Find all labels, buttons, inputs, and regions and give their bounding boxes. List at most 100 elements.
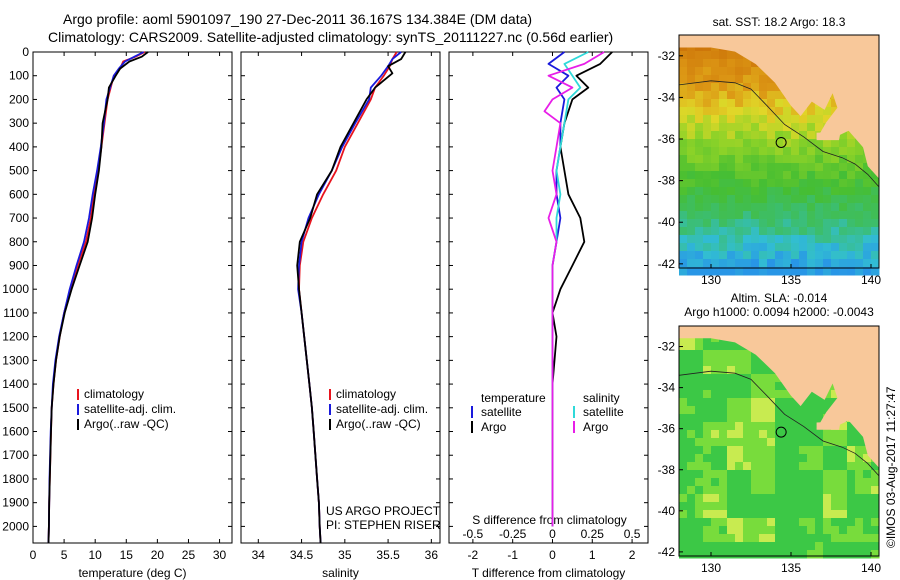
- x-tick-label: -2: [468, 548, 479, 562]
- y-tick-label: 1100: [3, 306, 29, 320]
- map-y-tick-label: -34: [658, 90, 676, 104]
- map-y-tick-label: -42: [658, 257, 676, 271]
- x-tick-label: 35: [338, 548, 352, 562]
- pi-annotation: PI: STEPHEN RISER: [326, 518, 441, 532]
- x-tick-label: 20: [151, 548, 165, 562]
- legend-entry: climatology: [84, 387, 144, 401]
- figure-title-line2: Climatology: CARS2009. Satellite-adjuste…: [48, 29, 614, 45]
- y-tick-label: 1800: [2, 472, 29, 486]
- legend-entry: Argo: [481, 420, 507, 434]
- imos-stamp: ©IMOS 03-Aug-2017 11:27:47: [884, 386, 898, 548]
- x-tick-label: 10: [89, 548, 103, 562]
- x-tick-label: 36: [425, 548, 439, 562]
- x2-tick-label: 0: [549, 527, 556, 541]
- map-subtitle: Argo h1000: 0.0094 h2000: -0.0043: [684, 305, 874, 319]
- panel-2-frame: [240, 51, 441, 544]
- y-tick-label: 1700: [2, 448, 29, 462]
- panel-1-frame: [32, 51, 233, 544]
- map-x-tick-label: 140: [861, 561, 881, 575]
- legend-entry: satellite: [481, 405, 522, 419]
- x-tick-label: 34.5: [290, 548, 314, 562]
- x-axis-label: salinity: [322, 566, 359, 580]
- y-tick-label: 1500: [2, 401, 29, 415]
- map-y-tick-label: -34: [658, 381, 676, 395]
- legend-entry: satellite-adj. clim.: [336, 402, 428, 416]
- y-tick-label: 400: [9, 140, 29, 154]
- map-y-tick-label: -40: [658, 504, 676, 518]
- x2-tick-label: -0.25: [499, 527, 527, 541]
- legend-entry: satellite-adj. clim.: [84, 402, 176, 416]
- map-x-tick-label: 130: [701, 273, 721, 287]
- y-tick-label: 500: [9, 164, 29, 178]
- series-line-argo---raw--qc-: [47, 51, 149, 544]
- x-tick-label: 1: [589, 548, 596, 562]
- x2-tick-label: -0.5: [463, 527, 484, 541]
- y-tick-label: 1200: [2, 330, 29, 344]
- kangaroo-island: [816, 131, 841, 141]
- legend-salinity-title: salinity: [583, 391, 620, 405]
- project-annotation: US ARGO PROJECT: [326, 504, 441, 518]
- y-tick-label: 900: [9, 258, 29, 272]
- y-tick-label: 200: [9, 92, 29, 106]
- figure-title-line1: Argo profile: aoml 5901097_190 27-Dec-20…: [63, 11, 533, 27]
- legend-entry: Argo(..raw -QC): [84, 417, 169, 431]
- x-tick-label: -1: [507, 548, 518, 562]
- x-tick-label: 35.5: [376, 548, 400, 562]
- x-tick-label: 30: [213, 548, 227, 562]
- x-tick-label: 0: [30, 548, 37, 562]
- series-line-argo: [543, 51, 605, 527]
- map-x-tick-label: 135: [781, 273, 801, 287]
- map-2-frame: [678, 325, 880, 557]
- land-mass: [679, 326, 879, 468]
- x-tick-label: 34: [252, 548, 266, 562]
- land-mass: [679, 35, 879, 179]
- map-1-frame: [678, 34, 880, 269]
- panel-3-frame: [448, 51, 649, 544]
- x-tick-label: 15: [120, 548, 134, 562]
- y-tick-label: 100: [9, 69, 29, 83]
- map-x-tick-label: 140: [861, 273, 881, 287]
- y-tick-label: 1000: [2, 282, 29, 296]
- legend-temperature-title: temperature: [481, 391, 546, 405]
- map-y-tick-label: -38: [658, 463, 676, 477]
- bathymetry-contour: [678, 370, 880, 477]
- y-tick-label: 700: [9, 211, 29, 225]
- x2-tick-label: 0.5: [624, 527, 641, 541]
- map-y-tick-label: -36: [658, 422, 676, 436]
- kangaroo-island: [816, 421, 841, 430]
- x-tick-label: 25: [182, 548, 196, 562]
- map-y-tick-label: -40: [658, 215, 676, 229]
- legend-entry: Argo: [583, 420, 609, 434]
- y-tick-label: 1400: [2, 377, 29, 391]
- bathymetry-contour: [678, 80, 880, 188]
- x-tick-label: 5: [61, 548, 68, 562]
- map-y-tick-label: -32: [658, 340, 676, 354]
- x-axis-label: temperature (deg C): [78, 566, 186, 580]
- x-tick-label: 2: [629, 548, 636, 562]
- map-x-tick-label: 130: [701, 561, 721, 575]
- y-tick-label: 1900: [2, 496, 29, 510]
- map-x-tick-label: 135: [781, 561, 801, 575]
- map-y-tick-label: -32: [658, 49, 676, 63]
- x2-tick-label: 0.25: [581, 527, 605, 541]
- x2-axis-label: S difference from climatology: [472, 513, 627, 527]
- y-tick-label: 300: [9, 116, 29, 130]
- y-tick-label: 2000: [2, 519, 29, 533]
- map-y-tick-label: -42: [658, 545, 676, 559]
- y-tick-label: 1300: [2, 353, 29, 367]
- y-tick-label: 800: [9, 235, 29, 249]
- map-title: sat. SST: 18.2 Argo: 18.3: [713, 15, 846, 29]
- legend-entry: climatology: [336, 387, 396, 401]
- y-tick-label: 1600: [2, 425, 29, 439]
- argo-float-marker: [775, 136, 787, 148]
- map-y-tick-label: -38: [658, 174, 676, 188]
- y-tick-label: 600: [9, 187, 29, 201]
- legend-entry: Argo(..raw -QC): [336, 417, 421, 431]
- x-axis-label: T difference from climatology: [472, 566, 626, 580]
- series-line-argo---raw--qc-: [296, 51, 407, 544]
- map-y-tick-label: -36: [658, 132, 676, 146]
- y-tick-label: 0: [22, 45, 29, 59]
- legend-entry: satellite: [583, 405, 624, 419]
- argo-float-marker: [775, 426, 787, 438]
